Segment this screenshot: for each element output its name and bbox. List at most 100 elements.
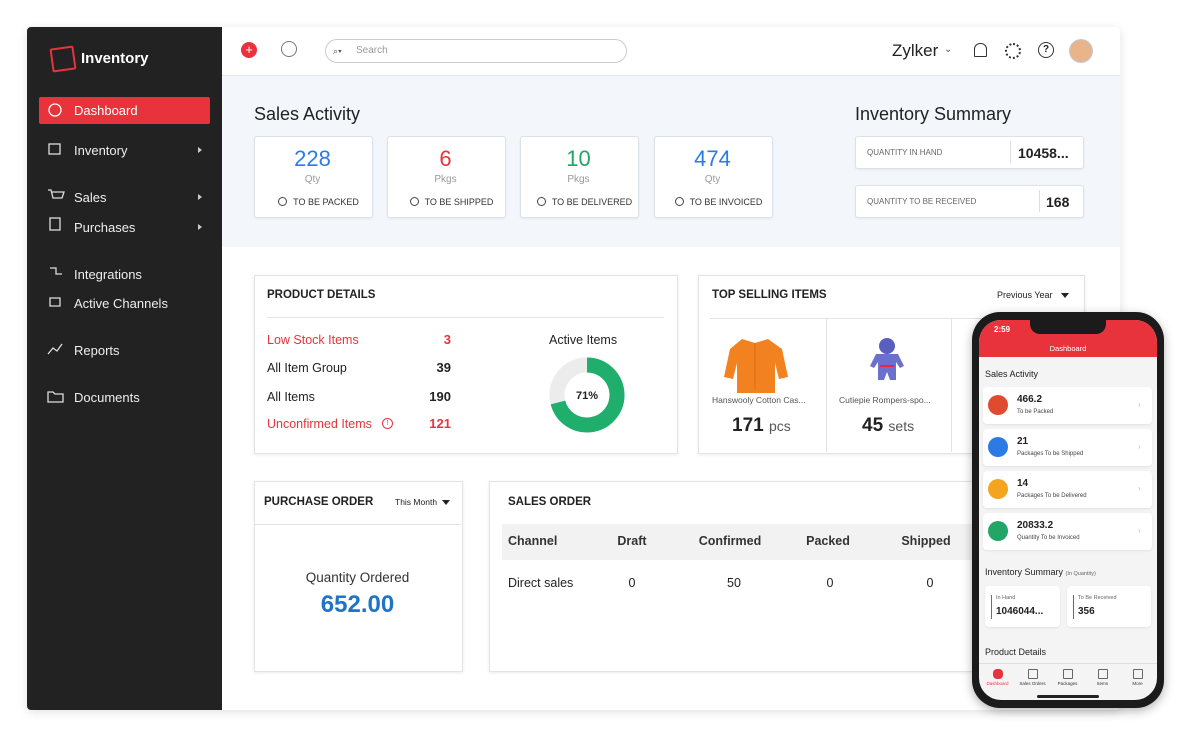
org-caret: ⌄ [944, 44, 953, 55]
nav-item[interactable]: Active Channels [74, 296, 168, 311]
table-cell: 0 [628, 576, 636, 590]
summary-label: To Be Received [1078, 595, 1117, 601]
chevron: › [1138, 484, 1141, 493]
nav-item[interactable]: Dashboard [74, 103, 138, 118]
column-header: Draft [617, 534, 647, 548]
detail-value: 190 [429, 389, 451, 404]
summary-value: 356 [1078, 606, 1095, 617]
tab-label[interactable]: Sales Orders [1019, 681, 1046, 686]
text: Inventory Summary [985, 567, 1064, 577]
phone-card-label: Quantity To be Invoiced [1017, 535, 1080, 541]
phone-section: Inventory Summary (In Quantity) [985, 567, 1096, 577]
summary-value: 168 [1046, 194, 1070, 210]
card-unit: Qty [304, 174, 321, 185]
activity-card[interactable] [254, 136, 373, 218]
phone-summary [985, 586, 1060, 627]
period-select[interactable]: This Month [395, 497, 438, 507]
period-select[interactable]: Previous Year [997, 290, 1053, 300]
phone-card[interactable] [983, 513, 1152, 550]
divider [951, 318, 952, 452]
activity-card[interactable] [387, 136, 506, 218]
caret [1061, 293, 1069, 298]
purchase-order-panel [254, 481, 463, 672]
tab-label[interactable]: Items [1096, 681, 1108, 686]
summary-box [855, 185, 1084, 218]
accent [991, 595, 992, 619]
donut-title: Active Items [549, 333, 618, 347]
caret [442, 500, 450, 505]
status-icon [674, 197, 684, 206]
detail-label[interactable]: Low Stock Items [267, 333, 359, 347]
divider [1010, 141, 1011, 163]
card-unit: Pkgs [434, 174, 457, 185]
avatar[interactable] [1069, 39, 1093, 63]
divider [710, 318, 1083, 319]
settings-icon[interactable] [1005, 43, 1021, 59]
summary-label: QUANTITY IN HAND [867, 148, 943, 157]
sales-order-panel [489, 481, 1011, 672]
column-header: Packed [806, 534, 850, 548]
item-name: Hanswooly Cotton Cas... [712, 395, 806, 405]
card-unit: Pkgs [567, 174, 590, 185]
home-indicator [1037, 695, 1099, 698]
product-image [870, 338, 904, 380]
detail-label: All Items [267, 390, 315, 404]
tab-label[interactable]: More [1132, 681, 1143, 686]
chevron: › [1138, 526, 1141, 535]
topbar [222, 27, 1120, 76]
nav-item[interactable]: Inventory [74, 143, 128, 158]
card-label: TO BE SHIPPED [393, 197, 510, 207]
phone-card-icon [988, 521, 1008, 541]
brand: Inventory [81, 50, 149, 67]
phone-card[interactable] [983, 387, 1152, 424]
detail-label[interactable]: Unconfirmed Items [267, 417, 372, 431]
phone-card-value: 20833.2 [1017, 520, 1054, 531]
donut-chart: 71% [549, 357, 625, 433]
phone-card-icon [988, 479, 1008, 499]
divider [254, 524, 461, 525]
status-icon [536, 197, 546, 206]
panel-title: SALES ORDER [508, 496, 592, 508]
status-icon [278, 197, 288, 206]
tab-label[interactable]: Packages [1057, 681, 1078, 686]
phone-card-label: Packages To be Shipped [1017, 451, 1084, 457]
info-icon: ! [382, 418, 393, 429]
nav-item[interactable]: Documents [74, 390, 140, 405]
history-icon[interactable] [281, 41, 297, 57]
po-value: 652.00 [320, 591, 395, 618]
phone-card-label: To be Packed [1017, 409, 1054, 415]
summary-value: 10458... [1018, 145, 1069, 161]
qty: 45 [862, 415, 884, 436]
table-cell: 0 [826, 576, 834, 590]
nav-item[interactable]: Reports [74, 343, 120, 358]
help-icon[interactable]: ? [1038, 42, 1054, 58]
text: TO BE SHIPPED [424, 197, 494, 207]
section-title: Sales Activity [254, 104, 361, 124]
detail-label: All Item Group [267, 361, 347, 375]
product-image [724, 339, 788, 393]
search-placeholder: Search [356, 45, 388, 56]
status-icon [409, 197, 419, 206]
card-label: TO BE PACKED [260, 197, 377, 207]
summary-box [855, 136, 1084, 169]
brand-icon [49, 45, 77, 73]
text: TO BE DELIVERED [551, 197, 633, 207]
activity-card[interactable] [654, 136, 773, 218]
phone-card[interactable] [983, 471, 1152, 508]
qty: 171 [732, 415, 764, 436]
nav-item[interactable]: Sales [74, 190, 107, 205]
nav-item[interactable]: Purchases [74, 220, 136, 235]
tab-icon [1063, 669, 1073, 679]
phone-card-icon [988, 437, 1008, 457]
summary-label: QUANTITY TO BE RECEIVED [867, 197, 977, 206]
bell-icon[interactable] [974, 43, 987, 57]
org-name[interactable]: Zylker [892, 41, 939, 60]
nav-item[interactable]: Integrations [74, 267, 142, 282]
phone-card[interactable] [983, 429, 1152, 466]
add-button[interactable]: + [241, 42, 257, 58]
tab-label[interactable]: Dashboard [986, 681, 1009, 686]
table-cell: 50 [727, 576, 741, 590]
table-header-bg [502, 524, 982, 560]
search-box[interactable] [325, 39, 627, 63]
